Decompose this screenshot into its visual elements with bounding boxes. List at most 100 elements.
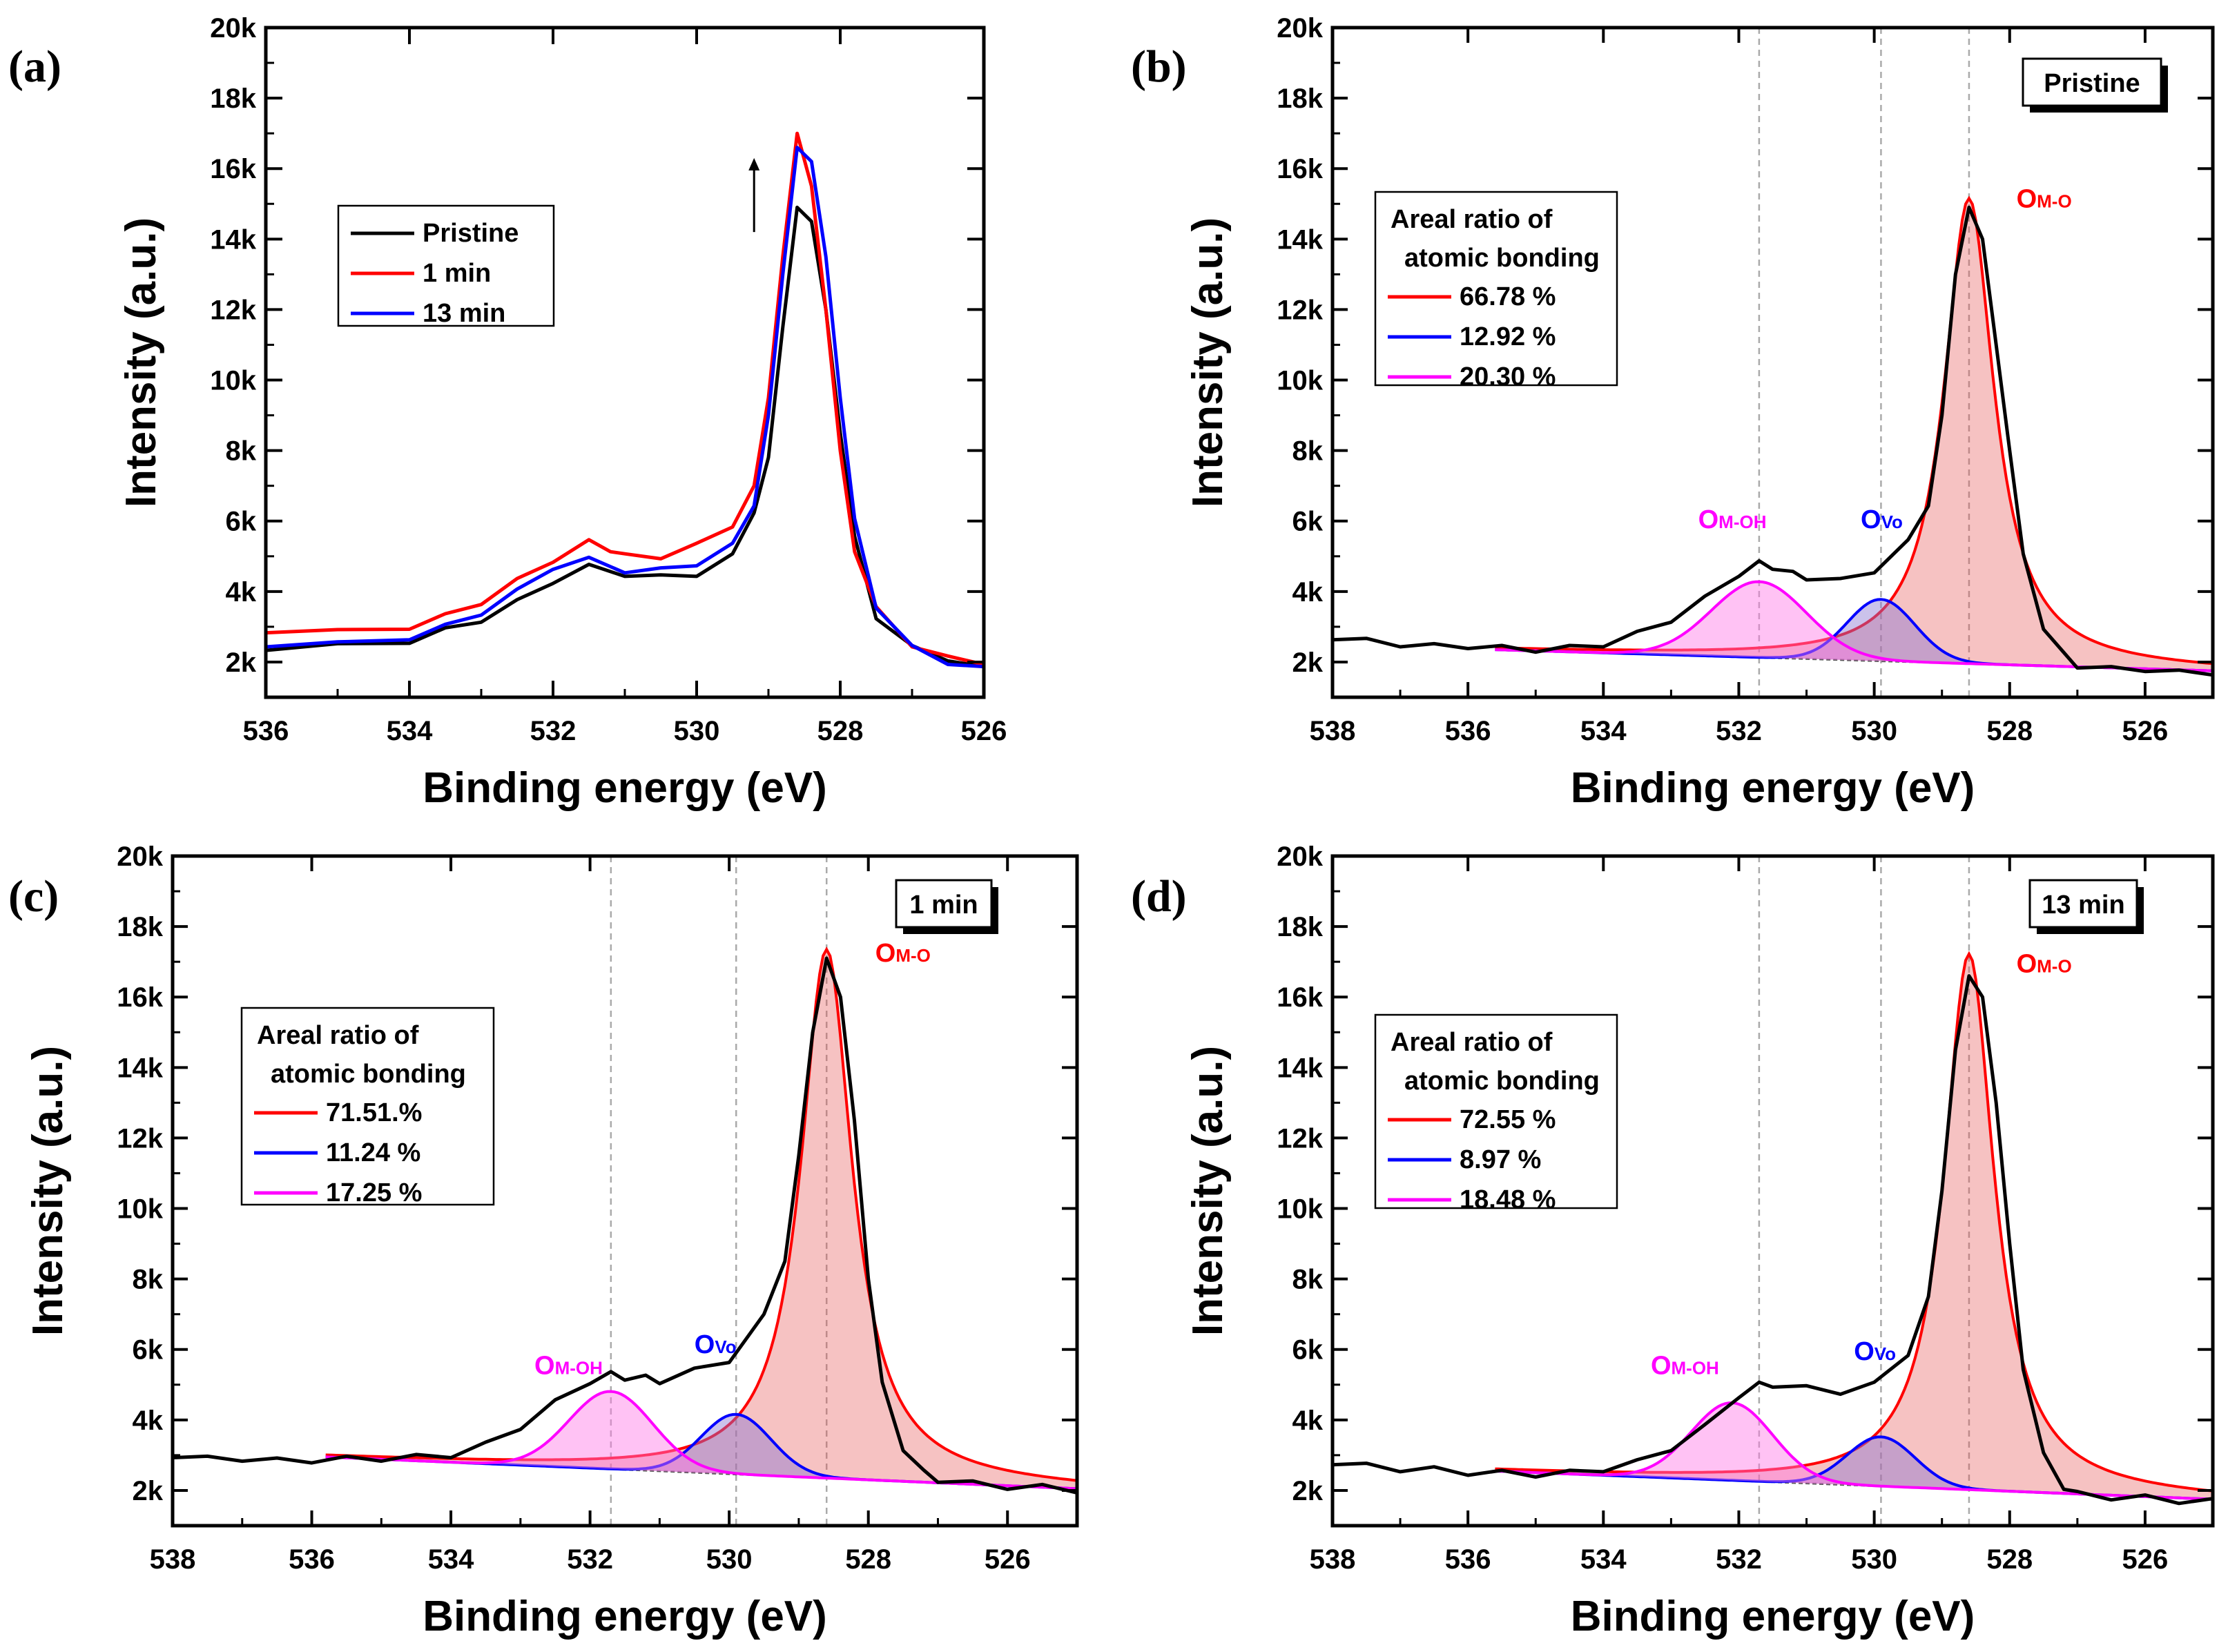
legend-title: atomic bonding: [1404, 1067, 1600, 1096]
peak-label-main: O: [695, 1330, 715, 1359]
x-tick-label: 530: [706, 1544, 753, 1575]
y-tick-label: 16k: [210, 154, 256, 184]
panel-1: (b) 538 536 534 532 530 528 526 2k 4k 6k 8k 10k 12k 14…: [1131, 13, 2215, 812]
y-tick-label: 14k: [117, 1053, 163, 1083]
legend-box: [1374, 1013, 1618, 1209]
legend-label: 12.92 %: [1460, 322, 1556, 351]
y-tick-label: 18k: [1277, 912, 1323, 942]
legend-label: 71.51.%: [326, 1098, 422, 1127]
plot-area: [266, 131, 984, 669]
y-tick-label: 6k: [1292, 507, 1324, 537]
y-tick-label: 16k: [1277, 154, 1323, 184]
x-tick-label: 528: [1986, 1544, 2033, 1575]
series-line-0: [1333, 974, 2213, 1506]
y-tick-label: 2k: [1292, 1476, 1324, 1506]
peak-label-main: O: [1854, 1337, 1875, 1366]
arrow-head: [748, 157, 760, 171]
y-tick-label: 16k: [1277, 982, 1323, 1013]
x-tick-label: 532: [567, 1544, 613, 1575]
plot-area: [1333, 951, 2213, 1506]
peak-label-sub: Vo: [1875, 1343, 1896, 1364]
peak-label: OM-OH: [1698, 505, 1767, 534]
panel-label: (c): [8, 871, 59, 922]
peak-label-sub: M-OH: [1718, 512, 1766, 532]
peak-label-sub: Vo: [715, 1337, 736, 1357]
y-tick-label: 2k: [226, 648, 257, 678]
x-tick-label: 530: [1851, 1544, 1897, 1575]
x-tick-label: 538: [1310, 716, 1356, 746]
peak-label-main: O: [2017, 949, 2037, 978]
peak-fill-1: [1495, 599, 2213, 671]
legend-label: 66.78 %: [1460, 282, 1556, 311]
x-tick-label: 528: [1986, 716, 2033, 746]
plot-area: [173, 946, 1077, 1495]
x-tick-label: 538: [150, 1544, 196, 1575]
y-tick-label: 16k: [117, 982, 163, 1013]
legend-label: 72.55 %: [1460, 1105, 1556, 1134]
legend: Areal ratio of atomic bonding 72.55 % 8.97…: [1374, 1013, 1618, 1214]
legend-label: 8.97 %: [1460, 1145, 1541, 1174]
y-axis-title: Intensity (a.u.): [24, 1046, 72, 1336]
legend-title: Areal ratio of: [1391, 1028, 1553, 1057]
peak-label-sub: M-O: [895, 945, 931, 966]
y-tick-label: 10k: [210, 366, 256, 396]
y-tick-label: 10k: [1277, 1194, 1323, 1225]
y-tick-label: 14k: [1277, 224, 1323, 255]
plot-frame: [1330, 854, 2215, 1528]
x-tick-label: 536: [243, 716, 289, 746]
y-axis-title: Intensity (a.u.): [117, 217, 165, 507]
peak-label: OM-OH: [1651, 1351, 1719, 1380]
plot-frame: [1330, 26, 2215, 699]
peak-fill-1: [325, 1414, 1077, 1489]
tag-box: [895, 879, 993, 929]
tag-label: Pristine: [2044, 69, 2140, 98]
x-tick-label: 526: [2122, 716, 2169, 746]
peak-label-main: O: [2017, 184, 2037, 213]
y-tick-label: 14k: [210, 224, 256, 255]
peak-label: OVo: [695, 1330, 737, 1359]
peak-fill-1: [1495, 1437, 2213, 1499]
y-tick-label: 8k: [1292, 436, 1324, 467]
x-axis-title: Binding energy (eV): [423, 1593, 827, 1640]
legend-box: [240, 1007, 495, 1206]
legend: Pristine 1 min 13 min: [337, 204, 555, 328]
peak-label-main: O: [1698, 505, 1719, 534]
series-line-0: [1333, 205, 2213, 677]
x-tick-label: 530: [1851, 716, 1897, 746]
x-tick-label: 536: [289, 1544, 335, 1575]
peak-label-sub: M-O: [2037, 191, 2072, 211]
panel-0: (a) 536 534 532 530 528 526 2k 4k 6k 8k 10k 12k 14k 16…: [8, 13, 1007, 812]
y-tick-label: 6k: [133, 1335, 164, 1366]
y-tick-label: 4k: [1292, 1406, 1324, 1436]
tag-label: 13 min: [2042, 891, 2124, 920]
legend-label: 11.24 %: [326, 1138, 420, 1167]
peak-label-main: O: [1651, 1351, 1672, 1380]
x-axis-title: Binding energy (eV): [1571, 764, 1975, 812]
legend-label: 17.25 %: [326, 1178, 422, 1207]
x-tick-label: 534: [428, 1544, 474, 1575]
y-tick-label: 12k: [117, 1123, 163, 1154]
peak-label: OM-O: [875, 939, 931, 968]
x-tick-label: 536: [1445, 716, 1491, 746]
peak-label-main: O: [875, 939, 896, 968]
y-tick-label: 2k: [1292, 648, 1324, 678]
peak-label-sub: M-OH: [555, 1357, 603, 1378]
x-tick-label: 526: [2122, 1544, 2169, 1575]
peak-label-sub: Vo: [1881, 512, 1903, 532]
legend: Areal ratio of atomic bonding 66.78 % 12.92…: [1374, 191, 1618, 391]
panel-label: (d): [1131, 871, 1187, 922]
tag-box: [2028, 879, 2138, 929]
x-tick-label: 532: [1716, 1544, 1762, 1575]
legend-label: 20.30 %: [1460, 362, 1556, 391]
panel-2: (c) 538 536 534 532 530 528 526 2k 4k 6k 8k 10k 12k 14…: [8, 842, 1079, 1640]
legend-label: 18.48 %: [1460, 1185, 1556, 1214]
x-tick-label: 534: [1580, 716, 1627, 746]
y-tick-label: 12k: [1277, 295, 1323, 325]
x-tick-label: 530: [674, 716, 720, 746]
legend-box: [1374, 191, 1618, 387]
peak-fill-2: [1495, 581, 2213, 671]
plot-area: [1333, 195, 2213, 677]
y-tick-label: 6k: [1292, 1335, 1324, 1366]
peak-label-main: O: [1861, 505, 1881, 534]
